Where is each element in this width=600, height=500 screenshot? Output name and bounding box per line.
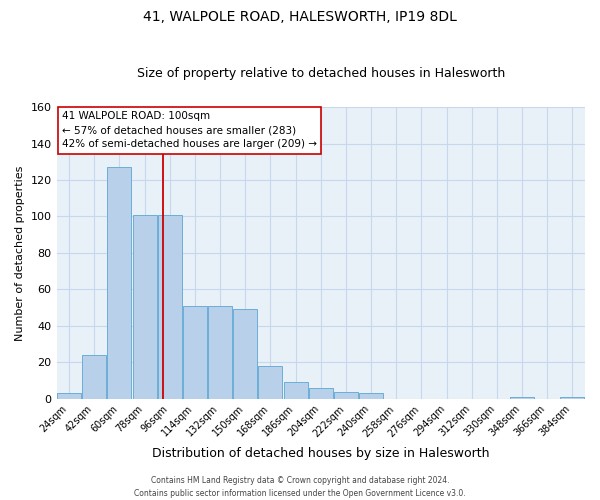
- Text: Contains HM Land Registry data © Crown copyright and database right 2024.
Contai: Contains HM Land Registry data © Crown c…: [134, 476, 466, 498]
- Bar: [560, 397, 584, 399]
- Bar: [107, 167, 131, 399]
- Text: 41, WALPOLE ROAD, HALESWORTH, IP19 8DL: 41, WALPOLE ROAD, HALESWORTH, IP19 8DL: [143, 10, 457, 24]
- Bar: [284, 382, 308, 399]
- Text: 41 WALPOLE ROAD: 100sqm
← 57% of detached houses are smaller (283)
42% of semi-d: 41 WALPOLE ROAD: 100sqm ← 57% of detache…: [62, 112, 317, 150]
- Bar: [57, 394, 81, 399]
- Bar: [359, 394, 383, 399]
- Bar: [158, 214, 182, 399]
- Bar: [133, 214, 157, 399]
- Bar: [510, 397, 534, 399]
- Y-axis label: Number of detached properties: Number of detached properties: [15, 165, 25, 340]
- Bar: [309, 388, 333, 399]
- Bar: [208, 306, 232, 399]
- Bar: [334, 392, 358, 399]
- X-axis label: Distribution of detached houses by size in Halesworth: Distribution of detached houses by size …: [152, 447, 490, 460]
- Bar: [183, 306, 207, 399]
- Title: Size of property relative to detached houses in Halesworth: Size of property relative to detached ho…: [137, 66, 505, 80]
- Bar: [259, 366, 283, 399]
- Bar: [233, 310, 257, 399]
- Bar: [82, 355, 106, 399]
